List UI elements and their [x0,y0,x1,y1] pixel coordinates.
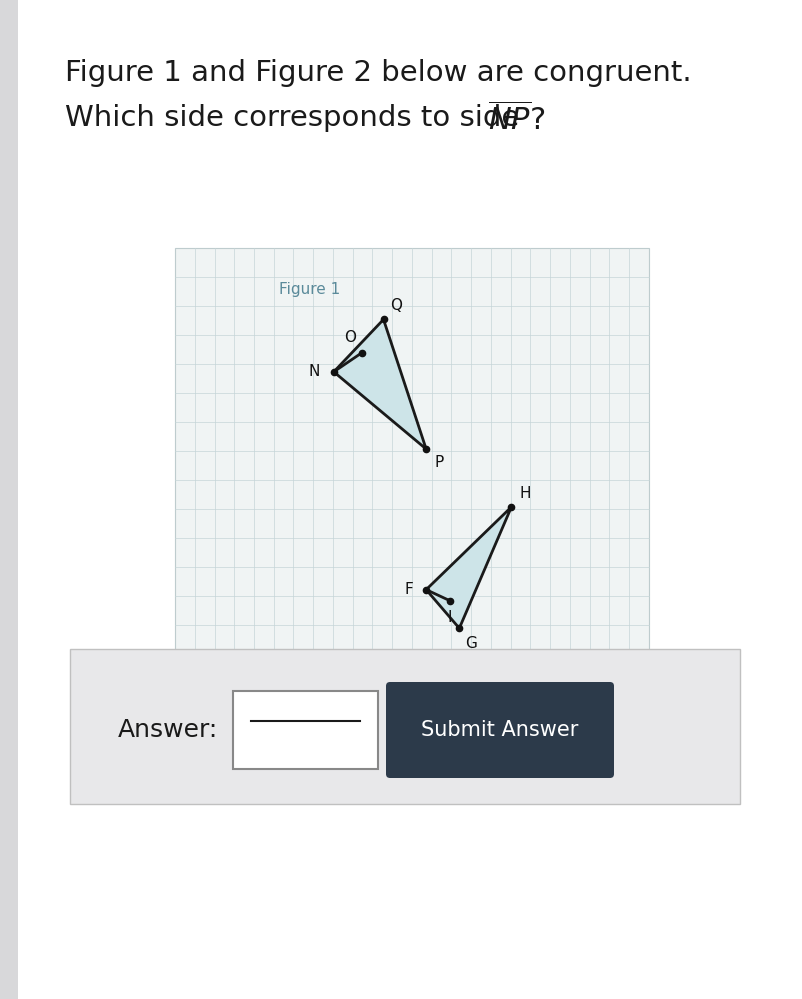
Text: Figure 1 and Figure 2 below are congruent.: Figure 1 and Figure 2 below are congruen… [65,59,691,87]
Text: Figure 2: Figure 2 [345,739,407,754]
Bar [0,0,18,999]
Text: H: H [519,486,530,500]
FancyBboxPatch shape [386,682,614,778]
Text: I: I [447,609,452,624]
Bar [70,649,739,804]
Bar [175,248,648,799]
Text: P: P [434,455,443,471]
Polygon shape [426,506,511,628]
Text: Submit Answer: Submit Answer [421,720,578,740]
Text: Q: Q [390,299,402,314]
Text: O: O [344,330,356,345]
Text: Figure 1: Figure 1 [279,283,340,298]
Text: Which side corresponds to side: Which side corresponds to side [65,104,528,132]
Text: G: G [464,636,476,651]
Bar [233,691,378,769]
Text: Answer:: Answer: [118,717,218,741]
Polygon shape [334,320,426,449]
Text: N: N [308,365,319,380]
Text: $\mathit{\overline{NP}}$?: $\mathit{\overline{NP}}$? [488,102,545,136]
Text: F: F [404,582,413,597]
